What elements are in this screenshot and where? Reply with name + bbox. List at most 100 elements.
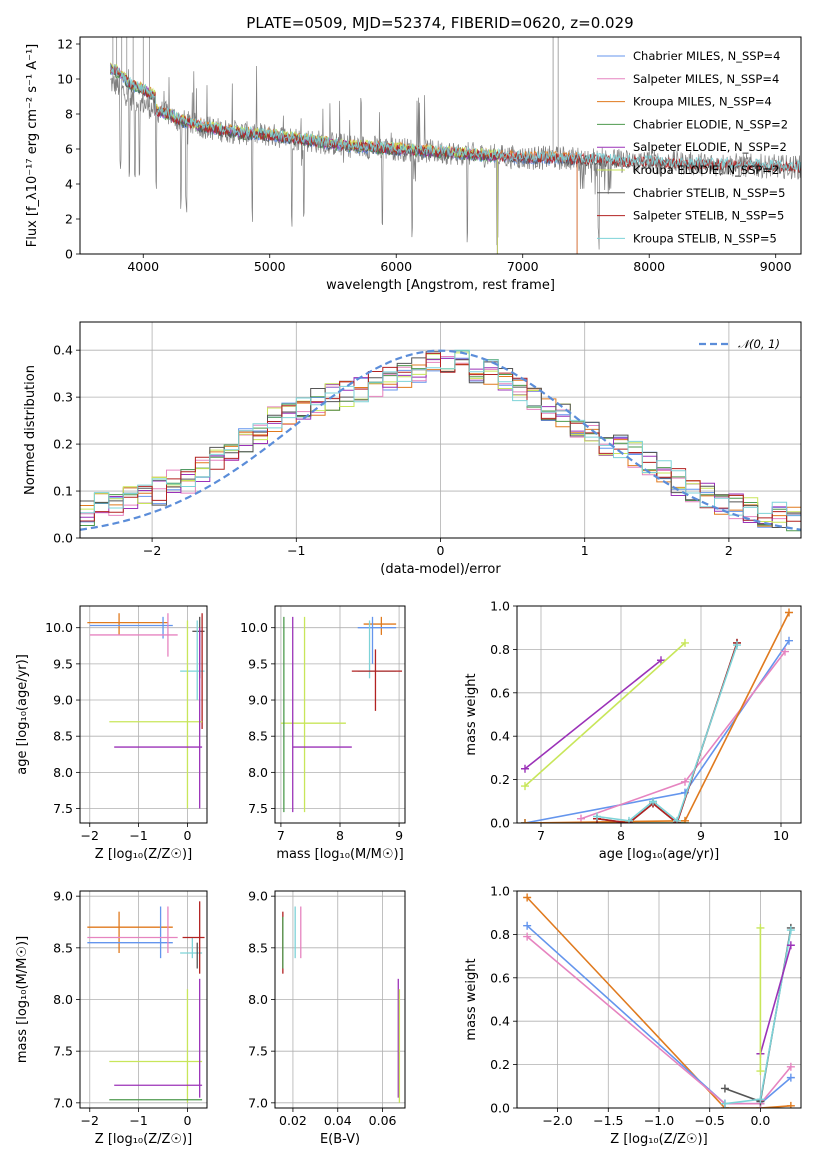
data-point-marker xyxy=(625,816,633,823)
y-axis-label: Normed distribution xyxy=(23,365,38,495)
y-tick-label: 8.0 xyxy=(248,765,268,780)
figure-title: PLATE=0509, MJD=52374, FIBERID=0620, z=0… xyxy=(246,14,633,32)
plot-area xyxy=(87,901,205,1103)
residual-histogram-panel: −2 −1 0 1 2 0.0 0.1 0.2 0.3 0.4 (data-model)/error… xyxy=(23,321,802,577)
data-point-marker xyxy=(593,812,601,821)
legend-label: Chabrier STELIB, N_SSP=5 xyxy=(633,186,785,200)
legend-label: 𝒩(0, 1) xyxy=(738,337,780,351)
x-tick-label: 10 xyxy=(773,828,789,843)
y-tick-label: 7.0 xyxy=(248,1095,268,1110)
legend-label: Salpeter STELIB, N_SSP=5 xyxy=(633,209,784,223)
data-point-marker xyxy=(681,638,689,647)
data-point-marker xyxy=(756,1095,765,1104)
x-tick-label: 7000 xyxy=(507,259,539,274)
data-point-marker xyxy=(786,1073,795,1082)
weight-vs-metallicity-panel: −2.0 −1.5 −1.0 −0.5 0.0 0.0 0.2 0.4 0.6 0.8 1.0 Z [… xyxy=(464,884,802,1147)
x-tick-label: 2 xyxy=(725,543,733,558)
x-tick-label: 0.04 xyxy=(324,1113,352,1128)
y-tick-label: 8 xyxy=(65,107,73,122)
x-axis-label: E(B-V) xyxy=(320,1132,360,1147)
axes-frame xyxy=(79,36,802,255)
x-axis-label: Z [log₁₀(Z/Z☉)] xyxy=(95,847,192,862)
y-tick-label: 0.2 xyxy=(490,772,510,787)
x-tick-label: −0.5 xyxy=(695,1113,725,1128)
x-tick-label: 7 xyxy=(537,828,545,843)
x-tick-label: 8 xyxy=(617,828,625,843)
y-tick-label: 9.0 xyxy=(248,889,268,904)
data-point-marker xyxy=(521,764,529,773)
x-tick-label: 0 xyxy=(437,543,445,558)
model-line-kroupa-stelib xyxy=(109,64,801,171)
y-tick-label: 7.5 xyxy=(53,1044,73,1059)
age-vs-metallicity-panel: −2 −1 0 7.5 8.0 8.5 9.0 9.5 10.0 Z [log₁₀(Z/Z☉)] a… xyxy=(15,605,208,862)
y-tick-label: 7.0 xyxy=(53,1095,73,1110)
y-tick-label: 0.6 xyxy=(490,970,510,985)
x-tick-label: 0 xyxy=(183,828,191,843)
legend-label: Chabrier MILES, N_SSP=4 xyxy=(633,49,780,63)
x-tick-label: −2.0 xyxy=(542,1113,572,1128)
x-tick-label: 4000 xyxy=(127,259,159,274)
x-tick-label: 9000 xyxy=(760,259,792,274)
x-tick-label: 0.06 xyxy=(369,1113,397,1128)
y-tick-label: 10.0 xyxy=(45,620,73,635)
y-tick-label: 10.0 xyxy=(240,620,268,635)
plot-area xyxy=(109,37,801,254)
data-point-marker xyxy=(756,1067,765,1076)
histogram-step-kroupa-stelib xyxy=(80,349,801,516)
y-tick-label: 0.2 xyxy=(490,1057,510,1072)
y-tick-label: 0.4 xyxy=(53,343,73,358)
data-point-marker xyxy=(785,636,793,645)
x-tick-label: 0.02 xyxy=(279,1113,307,1128)
y-tick-label: 9.5 xyxy=(248,656,268,671)
y-tick-label: 9.0 xyxy=(53,693,73,708)
x-tick-label: 1 xyxy=(581,543,589,558)
y-tick-label: 0.0 xyxy=(490,1101,510,1116)
y-tick-label: 0.1 xyxy=(53,484,73,499)
weight-line-salpeter-elodie xyxy=(524,659,662,770)
y-tick-label: 8.5 xyxy=(53,729,73,744)
x-tick-label: −1 xyxy=(287,543,305,558)
y-tick-label: 6 xyxy=(65,142,73,157)
y-tick-label: 12 xyxy=(57,37,73,52)
x-tick-label: 9 xyxy=(395,828,403,843)
data-point-marker xyxy=(781,647,789,656)
weight-line-kroupa-elodie xyxy=(524,642,686,787)
y-tick-label: 8.5 xyxy=(248,729,268,744)
y-tick-label: 2 xyxy=(65,212,73,227)
data-point-marker xyxy=(577,814,585,823)
legend-label: Chabrier ELODIE, N_SSP=2 xyxy=(633,117,788,131)
mass-vs-metallicity-panel: −2 −1 0 7.0 7.5 8.0 8.5 9.0 Z [log₁₀(Z/Z☉)] mass … xyxy=(15,889,208,1147)
y-tick-label: 10 xyxy=(57,72,73,87)
y-tick-label: 0.3 xyxy=(53,390,73,405)
data-point-marker xyxy=(523,893,532,902)
data-point-marker xyxy=(786,1101,795,1108)
y-axis-label: mass [log₁₀(M/M☉)] xyxy=(15,936,30,1063)
data-point-marker xyxy=(681,816,689,823)
plot-area xyxy=(87,613,205,809)
data-point-marker xyxy=(521,819,529,823)
y-axis-label: Flux [f_λ10⁻¹⁷ erg cm⁻² s⁻¹ A⁻¹] xyxy=(25,44,40,248)
normal-distribution-curve xyxy=(80,349,801,531)
y-tick-label: 9.5 xyxy=(53,656,73,671)
data-point-marker xyxy=(523,932,532,941)
data-point-marker xyxy=(733,641,741,650)
x-tick-label: −1 xyxy=(129,828,147,843)
data-point-marker xyxy=(720,1084,729,1093)
plot-area xyxy=(80,349,801,532)
y-axis-label: mass weight xyxy=(464,673,479,755)
x-tick-label: 8 xyxy=(336,828,344,843)
y-tick-label: 4 xyxy=(65,177,73,192)
x-tick-label: 0 xyxy=(183,1113,191,1128)
plot-area xyxy=(521,608,793,823)
age-vs-mass-panel: 7 8 9 7.5 8.0 8.5 9.0 9.5 10.0 mass [log₁₀(M/M☉)] xyxy=(240,605,406,862)
y-tick-label: 0.8 xyxy=(490,927,510,942)
x-axis-label: (data-model)/error xyxy=(380,562,501,577)
plot-area xyxy=(523,893,795,1108)
x-tick-label: −2 xyxy=(143,543,161,558)
data-point-marker xyxy=(521,782,529,791)
y-tick-label: 0.6 xyxy=(490,685,510,700)
plot-area xyxy=(282,906,401,1103)
legend-label: Salpeter ELODIE, N_SSP=2 xyxy=(633,140,787,154)
x-tick-label: 5000 xyxy=(254,259,286,274)
